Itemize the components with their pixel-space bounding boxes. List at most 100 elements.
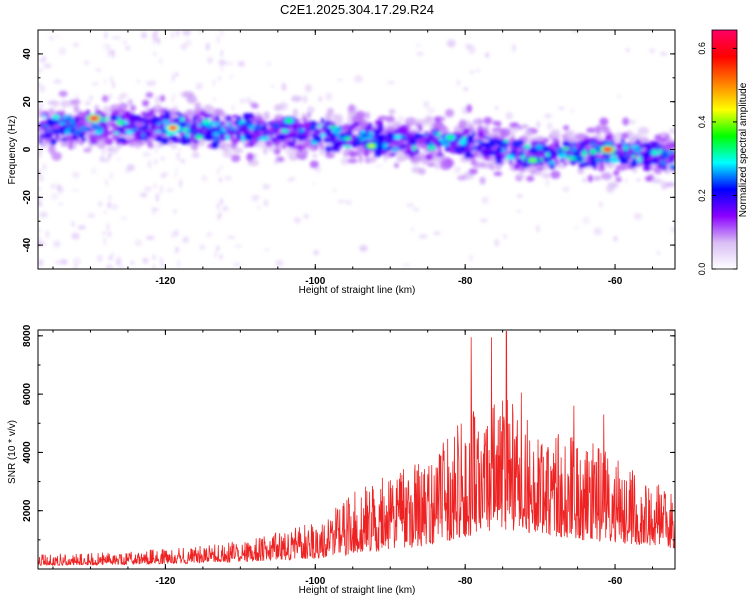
spectrogram-cell	[228, 134, 233, 141]
spectrogram-cell	[420, 143, 429, 149]
spectrogram-x-ticks: -120 -100 -80 -60	[52, 30, 654, 287]
spectrogram-cell	[656, 144, 662, 149]
spectrogram-panel: -120 -100 -80 -60 -40 -20 0 20 40 Height of str…	[7, 29, 676, 296]
spectrogram-cell	[160, 184, 163, 195]
spectrogram-cell	[162, 120, 170, 124]
spectrogram-cell	[303, 213, 309, 219]
spectrogram-cell	[369, 156, 377, 163]
spectrogram-cell	[83, 60, 90, 65]
spectrogram-cell	[397, 115, 405, 124]
spectrogram-cell	[164, 109, 168, 114]
spectrogram-cell	[72, 42, 80, 48]
spectrogram-cell	[343, 136, 352, 141]
spectrogram-y-tick-label: 0	[22, 146, 33, 152]
spectrogram-cell	[201, 119, 212, 126]
spectrogram-cell	[111, 251, 114, 261]
spectrogram-cell	[347, 111, 356, 118]
spectrogram-cell	[95, 134, 100, 138]
spectrogram-cell	[572, 30, 579, 33]
spectrogram-cell	[64, 129, 71, 136]
spectrogram-cell	[116, 127, 125, 132]
spectrogram-cell	[245, 132, 250, 138]
spectrogram-cell	[424, 115, 434, 124]
spectrogram-cell	[53, 79, 62, 84]
spectrogram-cell	[108, 231, 111, 237]
spectrogram-cell	[447, 135, 454, 140]
snr-y-tick-label: 6000	[22, 383, 33, 406]
spectrogram-cell	[496, 147, 502, 154]
spectrogram-cell	[464, 143, 469, 148]
spectrogram-cell	[38, 174, 44, 183]
spectrogram-cell	[624, 177, 628, 184]
spectrogram-cell	[568, 142, 578, 146]
colorbar-tick-label: 0.4	[697, 116, 707, 129]
spectrogram-cell	[194, 101, 202, 112]
spectrogram-cell	[197, 30, 203, 34]
spectrogram-cell	[329, 125, 338, 129]
spectrogram-cell	[425, 153, 434, 161]
spectrogram-cell	[266, 61, 272, 66]
spectrogram-cell	[361, 129, 366, 135]
spectrogram-cell	[327, 122, 335, 126]
spectrogram-cell	[103, 79, 107, 84]
spectrogram-cell	[273, 148, 281, 155]
spectrogram-cell	[136, 79, 140, 84]
spectrogram-cell	[96, 129, 104, 133]
spectrogram-cell	[171, 97, 174, 103]
spectrogram-cell	[611, 154, 617, 159]
spectrogram-cell	[145, 236, 155, 240]
spectrogram-cell	[600, 172, 613, 181]
spectrogram-cell	[216, 35, 220, 45]
spectrogram-cell	[116, 144, 122, 150]
spectrogram-cell	[644, 152, 649, 159]
colorbar-ticks: 0.0 0.2 0.4 0.6	[697, 42, 737, 275]
spectrogram-y-tick-label: 40	[22, 48, 33, 60]
spectrogram-cell	[529, 158, 536, 163]
spectrogram-cell	[72, 257, 81, 266]
spectrogram-cell	[390, 134, 396, 141]
spectrogram-cell	[145, 92, 154, 98]
spectrogram-cell	[457, 175, 467, 181]
spectrogram-cell	[470, 69, 475, 75]
spectrogram-cell	[154, 135, 163, 142]
spectrogram-cell	[303, 142, 308, 149]
spectrogram-cell	[48, 144, 56, 155]
spectrogram-cell	[330, 145, 339, 152]
spectrogram-cell	[159, 123, 164, 128]
spectrogram-cell	[287, 179, 292, 182]
spectrogram-cell	[573, 225, 580, 229]
spectrogram-cell	[231, 104, 235, 111]
spectrogram-cell	[535, 144, 544, 150]
spectrogram-cell	[632, 167, 637, 174]
spectrogram-cell	[353, 141, 362, 147]
spectrogram-cell	[49, 35, 54, 41]
spectrogram-cell	[635, 178, 642, 182]
spectrogram-cell	[176, 246, 179, 252]
spectrogram-cell	[515, 162, 521, 168]
spectrogram-cell	[346, 151, 358, 157]
snr-y-tick-label: 2000	[22, 499, 33, 522]
spectrogram-cell	[155, 103, 161, 111]
spectrogram-cell	[318, 96, 322, 102]
spectrogram-cell	[416, 43, 421, 47]
spectrogram-cell	[535, 167, 544, 171]
spectrogram-cell	[182, 138, 192, 145]
spectrogram-cell	[180, 159, 186, 164]
spectrogram-cell	[286, 119, 293, 123]
spectrogram-cell	[333, 187, 337, 193]
spectrogram-cell	[376, 123, 385, 131]
spectrogram-cell	[152, 31, 155, 40]
spectrogram-marks	[38, 30, 675, 269]
spectrogram-cell	[650, 149, 659, 156]
spectrogram-cell	[614, 143, 620, 148]
spectrogram-cell	[427, 144, 436, 151]
spectrogram-cell	[499, 141, 509, 147]
spectrogram-cell	[270, 85, 275, 88]
spectrogram-cell	[615, 176, 622, 183]
spectrogram-cell	[260, 136, 270, 141]
spectrogram-cell	[281, 83, 287, 91]
spectrogram-cell	[377, 115, 388, 121]
snr-frame	[37, 329, 676, 570]
spectrogram-cell	[96, 254, 103, 263]
